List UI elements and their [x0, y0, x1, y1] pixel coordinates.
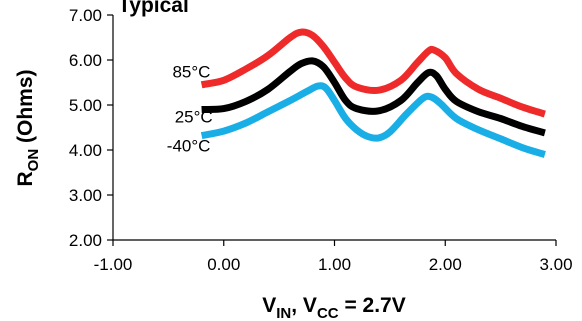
series-line-25c	[201, 57, 546, 137]
series-line-40c	[200, 82, 546, 158]
curve-labels: 85°C 25°C -40°C	[167, 62, 213, 155]
y-tick-label: 7.00	[69, 6, 102, 25]
chart-title: Typical	[118, 0, 189, 17]
y-tick-label: 5.00	[69, 96, 102, 115]
x-axis-title-sub: IN	[276, 305, 291, 321]
x-axis-title-main: V	[262, 294, 276, 317]
chart-title-clipped: Typical	[118, 0, 189, 17]
x-tick-label: 0.00	[207, 255, 240, 274]
curve-label: -40°C	[167, 137, 211, 156]
series-group	[200, 28, 546, 158]
y-axis-title-main: R	[14, 171, 37, 186]
x-tick-label: 2.00	[429, 255, 462, 274]
x-axis-title: VIN, VCC = 2.7V	[262, 294, 406, 321]
y-tick-label: 4.00	[69, 141, 102, 160]
series-line-85c	[200, 28, 546, 118]
x-axis-title-sep: , V	[291, 294, 317, 317]
y-axis: 2.00 3.00 4.00 5.00 6.00 7.00	[69, 6, 114, 250]
x-axis: -1.00 0.00 1.00 2.00 3.00	[94, 239, 573, 274]
x-axis-title-tail: = 2.7V	[339, 294, 406, 317]
curve-label: 85°C	[172, 62, 210, 81]
curve-label: 25°C	[175, 107, 213, 126]
y-tick-label: 2.00	[69, 231, 102, 250]
x-axis-title-sub2: CC	[317, 305, 339, 321]
y-axis-title: RON (Ohms)	[14, 69, 42, 186]
x-tick-label: 1.00	[318, 255, 351, 274]
x-tick-label: -1.00	[94, 255, 133, 274]
y-tick-label: 3.00	[69, 186, 102, 205]
y-axis-title-tail: (Ohms)	[14, 69, 37, 148]
y-axis-title-sub: ON	[25, 149, 42, 172]
x-tick-label: 3.00	[539, 255, 572, 274]
y-tick-label: 6.00	[69, 51, 102, 70]
